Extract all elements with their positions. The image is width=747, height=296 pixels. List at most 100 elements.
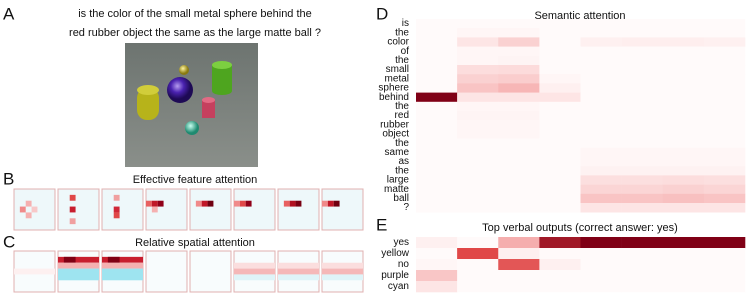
- heat-cell: [457, 138, 499, 149]
- heat-cell: [539, 83, 581, 93]
- thumb-cell: [19, 206, 26, 213]
- row-label: the: [395, 27, 409, 38]
- heat-cell: [498, 259, 540, 271]
- heat-cell: [703, 28, 746, 38]
- heat-cell: [621, 175, 664, 185]
- heat-cell: [621, 19, 664, 29]
- panel-label: D: [376, 4, 388, 23]
- thumb-cell: [69, 218, 76, 225]
- thumb-bg: [189, 188, 232, 231]
- heat-cell: [621, 259, 664, 271]
- row-label: behind: [379, 92, 409, 103]
- heat-cell: [580, 237, 622, 249]
- heat-cell: [416, 111, 458, 121]
- heat-cell: [703, 248, 746, 260]
- heat-cell: [703, 37, 746, 47]
- thumb-cell: [151, 200, 158, 207]
- heat-cell: [580, 74, 622, 84]
- heat-cell: [621, 28, 664, 38]
- heat-cell: [416, 28, 458, 38]
- panel-label: C: [3, 232, 15, 251]
- heat-cell: [662, 248, 705, 260]
- thumb-cell: [201, 200, 208, 207]
- heat-cell: [539, 101, 581, 112]
- row-label: the: [395, 138, 409, 149]
- heat-cell: [457, 74, 499, 84]
- heat-cell: [498, 55, 540, 66]
- thumb-cell: [295, 200, 302, 207]
- heat-cell: [580, 120, 622, 130]
- heat-cell: [498, 157, 540, 167]
- thumb-band: [58, 262, 99, 269]
- heat-cell: [621, 55, 664, 66]
- heat-cell: [580, 129, 622, 139]
- heat-cell: [580, 46, 622, 57]
- heat-cell: [621, 184, 664, 195]
- heat-cell: [498, 138, 540, 149]
- row-label: the: [395, 165, 409, 176]
- heat-cell: [498, 184, 540, 195]
- heat-cell: [662, 157, 705, 167]
- thumb-band: [278, 268, 319, 275]
- heat-cell: [662, 193, 705, 204]
- heat-cell: [621, 111, 664, 121]
- heat-cell: [703, 65, 746, 75]
- thumb-cell: [322, 200, 328, 207]
- heat-cell: [457, 147, 499, 158]
- heat-cell: [457, 120, 499, 130]
- row-label: cyan: [388, 281, 409, 292]
- thumb-band: [234, 262, 275, 269]
- heat-cell: [416, 46, 458, 57]
- heat-cell: [703, 270, 746, 282]
- row-label: is: [402, 18, 409, 29]
- question: is the color of the small metal sphere b…: [78, 8, 312, 20]
- heat-cell: [498, 175, 540, 185]
- heat-cell: [539, 65, 581, 75]
- heat-cell: [416, 74, 458, 84]
- heat-cell: [662, 111, 705, 121]
- thumb-band: [102, 268, 143, 281]
- row-label: yes: [393, 237, 409, 248]
- thumb-bg: [145, 188, 188, 231]
- thumb-band: [322, 262, 363, 269]
- heat-cell: [498, 28, 540, 38]
- heat-cell: [621, 37, 664, 47]
- heat-cell: [580, 138, 622, 149]
- heat-cell: [580, 259, 622, 271]
- heat-cell: [539, 166, 581, 176]
- heat-cell: [580, 281, 622, 293]
- thumb-cell: [146, 200, 152, 207]
- heat-cell: [621, 74, 664, 84]
- row-label: metal: [385, 73, 409, 84]
- row-label: color: [387, 37, 409, 48]
- heat-cell: [703, 101, 746, 112]
- heat-cell: [662, 83, 705, 93]
- heat-cell: [662, 65, 705, 75]
- row-label: no: [398, 259, 410, 270]
- heat-cell: [457, 157, 499, 167]
- heat-cell: [662, 101, 705, 112]
- heat-cell: [621, 129, 664, 139]
- thumb-cell: [289, 200, 296, 207]
- heat-cell: [539, 129, 581, 139]
- heat-cell: [662, 175, 705, 185]
- heat-cell: [416, 55, 458, 66]
- heat-cell: [457, 83, 499, 93]
- heat-cell: [498, 65, 540, 75]
- row-label: the: [395, 101, 409, 112]
- heat-cell: [457, 270, 499, 282]
- heat-cell: [539, 157, 581, 167]
- heat-cell: [621, 270, 664, 282]
- heat-cell: [621, 193, 664, 204]
- panel-label: A: [3, 4, 15, 23]
- heat-cell: [539, 138, 581, 149]
- heat-cell: [621, 101, 664, 112]
- heat-cell: [539, 237, 581, 249]
- heat-cell: [662, 74, 705, 84]
- heat-cell: [703, 120, 746, 130]
- heat-cell: [703, 138, 746, 149]
- heat-cell: [662, 166, 705, 176]
- heat-cell: [703, 83, 746, 93]
- heat-cell: [621, 65, 664, 75]
- thumb-cell: [157, 200, 164, 207]
